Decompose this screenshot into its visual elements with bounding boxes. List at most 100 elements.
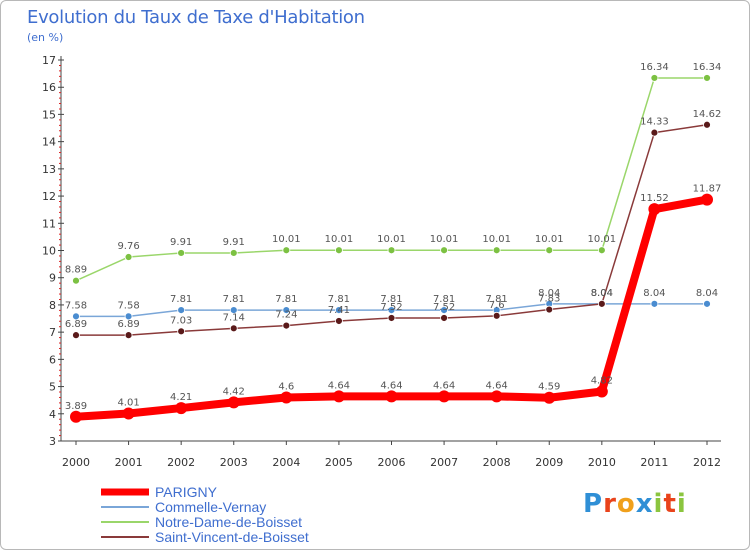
x-tick-label: 2011 bbox=[640, 456, 668, 469]
data-point bbox=[124, 253, 133, 261]
data-label: 7.52 bbox=[380, 302, 402, 313]
data-label: 10.01 bbox=[535, 234, 564, 245]
y-tick-label: 17 bbox=[42, 54, 56, 67]
x-tick-label: 2009 bbox=[535, 456, 563, 469]
data-point bbox=[72, 331, 80, 340]
data-label: 7.24 bbox=[275, 310, 297, 321]
data-label: 4.01 bbox=[117, 398, 139, 409]
data-point bbox=[492, 311, 501, 320]
data-point bbox=[650, 128, 659, 137]
data-point bbox=[597, 299, 606, 308]
data-labels: 3.89 4.01 4.21 4.42 4.6 4.64 4.64 4.64 4.64 4.59 4… bbox=[65, 62, 721, 412]
data-point bbox=[335, 317, 343, 325]
data-point bbox=[122, 407, 135, 420]
data-label: 14.33 bbox=[640, 117, 669, 128]
data-point bbox=[701, 193, 713, 206]
data-label: 7.41 bbox=[328, 305, 350, 316]
data-label: 7.81 bbox=[380, 294, 402, 305]
data-label: 10.01 bbox=[588, 234, 617, 245]
y-tick-label: 16 bbox=[42, 81, 56, 94]
data-label: 9.91 bbox=[170, 237, 192, 248]
series-layer bbox=[70, 74, 713, 423]
x-tick-label: 2007 bbox=[430, 456, 458, 469]
x-tick-label: 2008 bbox=[483, 456, 511, 469]
data-label: 7.81 bbox=[275, 294, 297, 305]
data-point bbox=[385, 390, 398, 403]
data-point bbox=[703, 74, 711, 82]
x-tick-label: 2003 bbox=[220, 456, 248, 469]
data-label: 4.64 bbox=[433, 380, 455, 391]
data-label: 4.6 bbox=[278, 381, 294, 392]
data-point bbox=[440, 314, 448, 322]
data-point bbox=[177, 249, 186, 257]
data-point bbox=[595, 385, 608, 398]
data-label: 7.81 bbox=[328, 294, 350, 305]
data-label: 6.89 bbox=[117, 319, 139, 330]
data-label: 9.76 bbox=[117, 241, 139, 252]
data-point bbox=[650, 74, 659, 82]
data-label: 7.6 bbox=[489, 300, 505, 311]
data-point bbox=[177, 306, 186, 314]
data-label: 11.87 bbox=[693, 184, 722, 195]
logo-letter: t bbox=[663, 489, 677, 519]
data-point bbox=[387, 306, 396, 314]
data-label: 7.58 bbox=[117, 300, 139, 311]
data-label: 16.34 bbox=[640, 62, 669, 73]
data-label: 8.04 bbox=[591, 288, 613, 299]
x-tick-label: 2005 bbox=[325, 456, 353, 469]
data-point bbox=[282, 321, 291, 330]
data-label: 8.04 bbox=[696, 288, 718, 299]
x-tick-label: 2002 bbox=[167, 456, 195, 469]
data-point bbox=[438, 390, 451, 403]
data-point bbox=[440, 246, 448, 255]
data-label: 4.42 bbox=[223, 386, 245, 397]
x-tick-label: 2004 bbox=[272, 456, 300, 469]
data-point bbox=[280, 391, 293, 404]
data-point bbox=[229, 324, 238, 333]
logo-letter: r bbox=[603, 489, 617, 519]
data-point bbox=[335, 246, 343, 255]
y-tick-label: 12 bbox=[42, 190, 56, 203]
data-label: 8.89 bbox=[65, 265, 87, 276]
legend: PARIGNYCommelle-VernayNotre-Dame-de-Bois… bbox=[101, 484, 309, 545]
data-label: 7.03 bbox=[170, 315, 192, 326]
data-label: 4.64 bbox=[328, 380, 350, 391]
chart-title: Evolution du Taux de Taxe d'Habitation bbox=[27, 7, 365, 28]
data-label: 4.59 bbox=[538, 382, 560, 393]
data-label: 7.14 bbox=[223, 312, 245, 323]
y-tick-label: 9 bbox=[49, 272, 56, 285]
data-point bbox=[440, 306, 448, 314]
data-point bbox=[545, 305, 554, 314]
x-tick-label: 2001 bbox=[115, 456, 143, 469]
data-point bbox=[227, 396, 240, 409]
data-label: 7.58 bbox=[65, 300, 87, 311]
unit-label: (en %) bbox=[27, 31, 64, 44]
data-label: 7.81 bbox=[223, 294, 245, 305]
data-label: 8.04 bbox=[643, 288, 665, 299]
data-point bbox=[229, 249, 238, 257]
data-label: 10.01 bbox=[377, 234, 406, 245]
data-label: 7.52 bbox=[433, 302, 455, 313]
data-label: 8.04 bbox=[591, 288, 613, 299]
data-point bbox=[490, 390, 503, 403]
axes: 3 4 5 6 7 8 9 10 11 12 13 14 15 16 17 2000 2001 2002 2003 2… bbox=[42, 54, 721, 469]
data-label: 10.01 bbox=[430, 234, 459, 245]
x-tick-label: 2000 bbox=[62, 456, 90, 469]
data-point bbox=[387, 246, 396, 255]
logo-letter: x bbox=[635, 489, 654, 519]
data-label: 4.64 bbox=[486, 380, 508, 391]
legend-label: Saint-Vincent-de-Boisset bbox=[155, 529, 309, 545]
y-tick-label: 10 bbox=[42, 245, 56, 258]
data-point bbox=[175, 402, 188, 415]
data-point bbox=[543, 391, 556, 404]
data-label: 3.89 bbox=[65, 401, 87, 412]
y-tick-label: 7 bbox=[49, 326, 56, 339]
data-point bbox=[124, 331, 133, 340]
data-point bbox=[703, 120, 711, 129]
data-label: 7.81 bbox=[486, 294, 508, 305]
data-point bbox=[72, 276, 80, 285]
y-tick-label: 14 bbox=[42, 136, 56, 149]
data-label: 4.21 bbox=[170, 392, 192, 403]
